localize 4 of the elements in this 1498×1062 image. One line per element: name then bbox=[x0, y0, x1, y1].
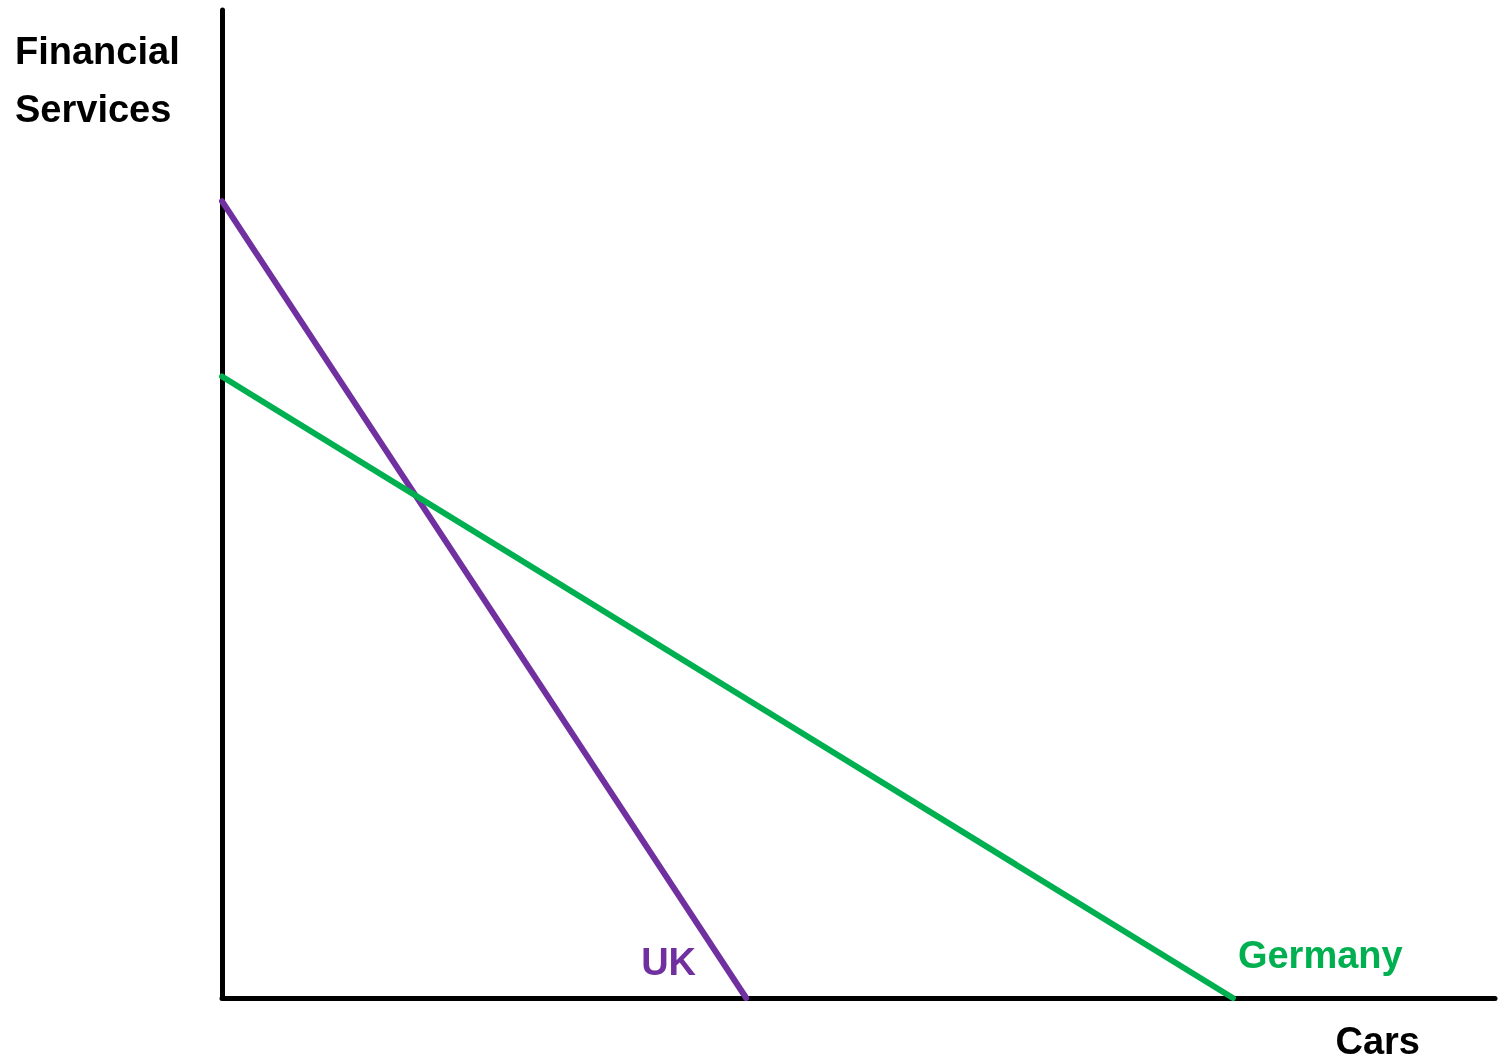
series-label: Germany bbox=[1237, 934, 1403, 976]
x-axis-title: Cars bbox=[1335, 1020, 1420, 1062]
series-label: UK bbox=[641, 941, 697, 983]
y-axis-title: Financial Services bbox=[15, 30, 191, 130]
